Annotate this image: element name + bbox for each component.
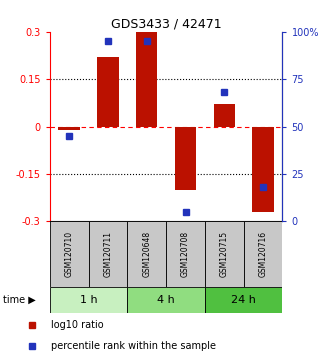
Bar bbox=[205, 221, 244, 287]
Text: log10 ratio: log10 ratio bbox=[51, 320, 104, 330]
Text: 1 h: 1 h bbox=[80, 295, 97, 305]
Bar bbox=[89, 221, 127, 287]
Bar bbox=[205, 287, 282, 313]
Text: percentile rank within the sample: percentile rank within the sample bbox=[51, 341, 216, 351]
Bar bbox=[58, 127, 80, 130]
Bar bbox=[252, 127, 274, 212]
Title: GDS3433 / 42471: GDS3433 / 42471 bbox=[111, 18, 221, 31]
Bar bbox=[136, 32, 157, 127]
Text: GSM120710: GSM120710 bbox=[65, 231, 74, 277]
Bar bbox=[127, 287, 205, 313]
Text: GSM120711: GSM120711 bbox=[103, 231, 112, 277]
Bar bbox=[127, 221, 166, 287]
Bar bbox=[175, 127, 196, 190]
Text: time ▶: time ▶ bbox=[3, 295, 36, 305]
Bar bbox=[97, 57, 118, 127]
Bar bbox=[50, 221, 89, 287]
Text: GSM120715: GSM120715 bbox=[220, 231, 229, 277]
Text: GSM120716: GSM120716 bbox=[259, 231, 268, 277]
Text: 4 h: 4 h bbox=[157, 295, 175, 305]
Bar bbox=[244, 221, 282, 287]
Bar bbox=[214, 104, 235, 127]
Text: GSM120648: GSM120648 bbox=[142, 231, 151, 277]
Bar bbox=[166, 221, 205, 287]
Text: GSM120708: GSM120708 bbox=[181, 231, 190, 277]
Bar bbox=[50, 287, 127, 313]
Text: 24 h: 24 h bbox=[231, 295, 256, 305]
